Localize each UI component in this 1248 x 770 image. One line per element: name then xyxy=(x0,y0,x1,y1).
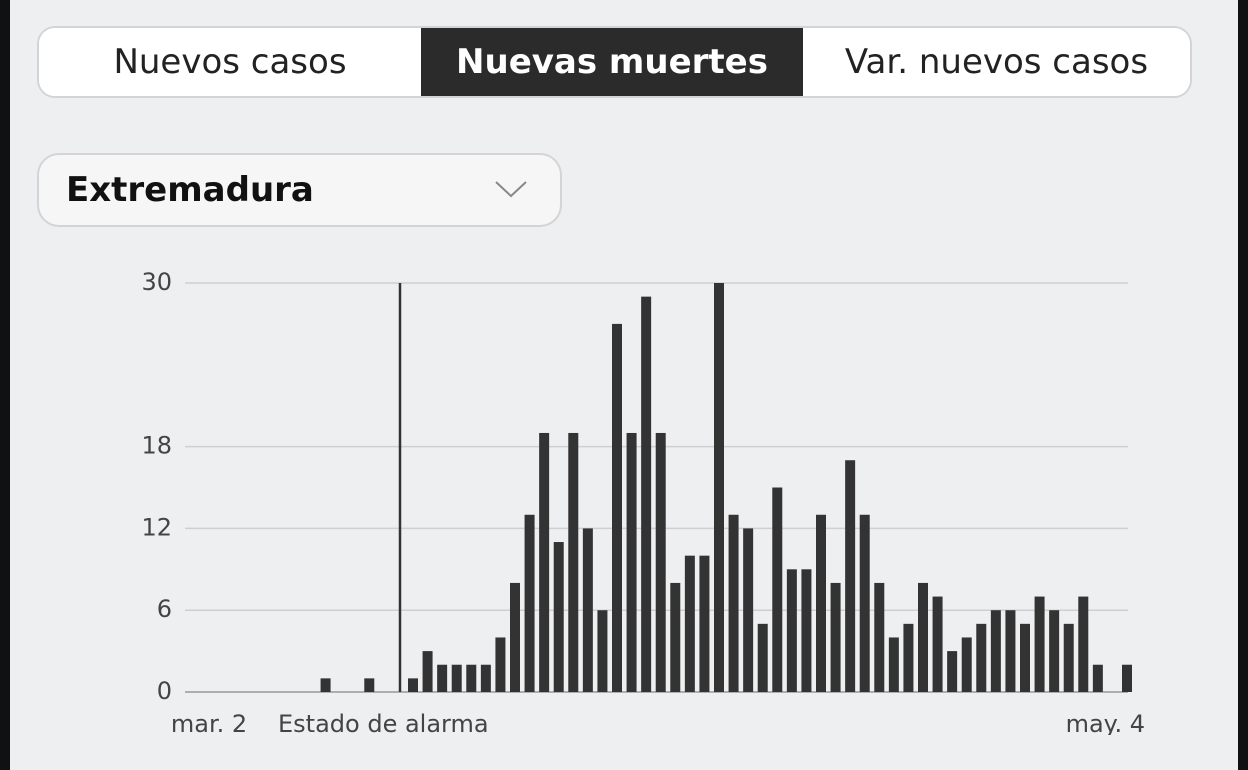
bar xyxy=(699,555,710,692)
bar xyxy=(961,637,972,692)
bar xyxy=(947,651,958,692)
bar xyxy=(728,514,739,692)
bar xyxy=(408,678,418,692)
bar xyxy=(990,610,1001,692)
bar xyxy=(801,569,812,692)
bar xyxy=(1020,623,1030,692)
bar xyxy=(466,664,477,692)
annotation-label: Estado de alarma xyxy=(278,710,489,735)
chevron-icon xyxy=(495,181,527,198)
bar xyxy=(1049,610,1060,692)
bar xyxy=(437,664,448,692)
bar xyxy=(743,528,754,692)
x-tick-label: mar. 2 xyxy=(171,710,247,735)
bar xyxy=(1122,664,1132,692)
bar xyxy=(510,582,520,692)
bar xyxy=(845,460,856,692)
bar xyxy=(976,623,987,692)
bar xyxy=(1092,664,1103,692)
bar xyxy=(422,651,433,692)
bar xyxy=(874,582,885,692)
bar xyxy=(772,487,783,692)
x-tick-label: may. 4 xyxy=(1066,710,1145,735)
bar xyxy=(786,569,797,692)
bar xyxy=(655,432,666,692)
bar xyxy=(539,432,550,692)
bar xyxy=(830,582,841,692)
bar xyxy=(553,542,564,692)
tab[interactable]: Nuevas muertes xyxy=(421,28,803,96)
bar xyxy=(1005,610,1016,692)
dropdown[interactable]: Extremadura xyxy=(37,153,562,227)
bar xyxy=(859,514,870,692)
bar xyxy=(597,610,608,692)
bar xyxy=(641,296,652,692)
bar xyxy=(1034,596,1045,692)
y-tick-label: 18 xyxy=(141,432,172,460)
bar xyxy=(1078,596,1089,692)
bar xyxy=(932,596,943,692)
y-tick-label: 0 xyxy=(157,677,172,705)
bar xyxy=(670,582,681,692)
bar xyxy=(524,514,535,692)
bar xyxy=(684,555,695,692)
y-tick-label: 30 xyxy=(141,268,172,296)
bar xyxy=(918,582,928,692)
bar xyxy=(582,528,593,692)
tab[interactable]: Var. nuevos casos xyxy=(803,28,1190,96)
bar xyxy=(568,432,579,692)
tab[interactable]: Nuevos casos xyxy=(39,28,421,96)
bar xyxy=(903,623,914,692)
bar xyxy=(626,432,637,692)
bar xyxy=(320,678,331,692)
dropdown-label: Extremadura xyxy=(66,170,314,210)
bar xyxy=(495,637,506,692)
y-tick-label: 6 xyxy=(157,595,172,623)
bar xyxy=(757,623,768,692)
bar xyxy=(364,678,375,692)
bar xyxy=(816,514,826,692)
bar xyxy=(888,637,899,692)
bar xyxy=(612,323,622,692)
bar xyxy=(480,664,491,692)
bar xyxy=(714,283,724,692)
y-tick-label: 12 xyxy=(141,513,172,541)
bar xyxy=(1063,623,1074,692)
bar xyxy=(451,664,462,692)
chart: 0 6 12 18 30 Estado de alarma mar. 2 may. 4 xyxy=(141,268,1145,735)
tab-bar: Nuevos casos Nuevas muertes Var. nuevos … xyxy=(37,26,1192,98)
